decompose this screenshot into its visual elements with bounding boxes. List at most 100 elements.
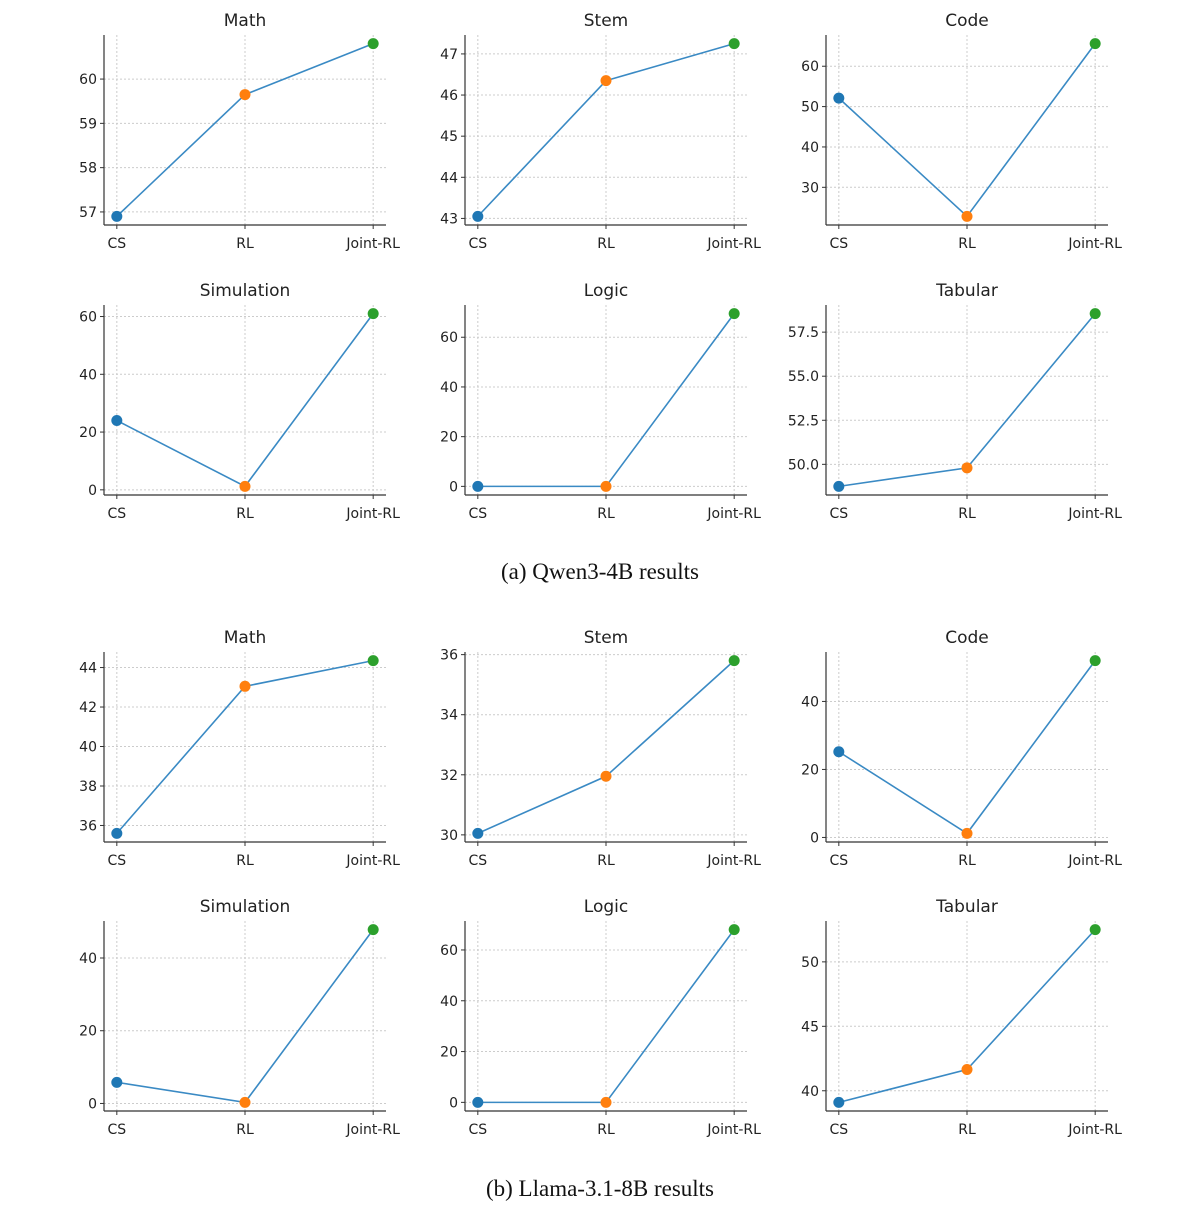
y-tick-label: 60 xyxy=(801,59,819,75)
data-point-rl xyxy=(239,680,251,692)
x-tick-label: Joint-RL xyxy=(706,236,761,252)
y-tick-label: 32 xyxy=(440,768,458,784)
y-tick-label: 52.5 xyxy=(788,413,819,429)
x-tick-label: RL xyxy=(597,853,615,869)
x-tick-label: RL xyxy=(597,1122,615,1138)
x-tick-label: RL xyxy=(236,506,254,522)
x-tick-label: Joint-RL xyxy=(1067,506,1122,522)
data-point-cs xyxy=(472,480,484,492)
data-point-rl xyxy=(600,770,612,782)
subplot-logic: Logic 0 20 40 60 CS RL Joint-RL xyxy=(440,281,761,522)
subplot-title: Math xyxy=(224,628,267,648)
y-tick-label: 38 xyxy=(79,779,97,795)
x-tick-label: RL xyxy=(597,506,615,522)
y-tick-label: 45 xyxy=(801,1019,819,1035)
y-tick-label: 55.0 xyxy=(788,369,819,385)
x-tick-label: RL xyxy=(958,506,976,522)
series-line xyxy=(477,313,735,488)
subplot-tabular: Tabular 50.0 52.5 55.0 57.5 CS RL Joint-RL xyxy=(788,281,1122,522)
y-tick-label: 36 xyxy=(440,648,458,664)
x-tick-label: CS xyxy=(829,853,848,869)
x-tick-label: RL xyxy=(236,1122,254,1138)
y-tick-label: 20 xyxy=(440,430,458,446)
x-tick-label: CS xyxy=(468,853,487,869)
subplot-simulation: Simulation 0 20 40 CS RL Joint-RL xyxy=(79,897,400,1138)
data-point-joint-rl xyxy=(1089,38,1101,50)
subplot-math: Math 36 38 40 42 44 CS RL Joint-RL xyxy=(79,628,400,869)
data-point-joint-rl xyxy=(367,655,379,667)
x-tick-label: Joint-RL xyxy=(706,506,761,522)
x-tick-label: RL xyxy=(236,853,254,869)
data-point-cs xyxy=(472,210,484,222)
data-point-rl xyxy=(961,827,973,839)
series-line xyxy=(838,313,1096,488)
x-tick-label: Joint-RL xyxy=(345,506,400,522)
series-line xyxy=(477,660,735,835)
x-tick-label: CS xyxy=(107,853,126,869)
data-point-cs xyxy=(111,827,123,839)
y-tick-label: 20 xyxy=(440,1045,458,1061)
y-tick-label: 43 xyxy=(440,211,458,227)
subplot-title: Tabular xyxy=(935,897,998,917)
x-tick-label: CS xyxy=(107,236,126,252)
series-line xyxy=(477,929,735,1104)
data-point-rl xyxy=(961,462,973,474)
data-point-cs xyxy=(472,1096,484,1108)
subplot-stem: Stem 30 32 34 36 CS RL Joint-RL xyxy=(440,628,761,869)
series-line xyxy=(477,42,735,217)
y-tick-label: 20 xyxy=(801,762,819,778)
x-tick-label: RL xyxy=(958,853,976,869)
y-tick-label: 0 xyxy=(449,1095,458,1111)
data-point-rl xyxy=(600,1096,612,1108)
subplot-title: Stem xyxy=(584,628,628,648)
x-tick-label: CS xyxy=(829,1122,848,1138)
x-tick-label: CS xyxy=(829,236,848,252)
data-point-cs xyxy=(833,92,845,104)
y-tick-label: 60 xyxy=(79,72,97,88)
data-point-joint-rl xyxy=(367,924,379,936)
data-point-joint-rl xyxy=(367,308,379,320)
subplot-title: Code xyxy=(945,628,989,648)
subplot-tabular: Tabular 40 45 50 CS RL Joint-RL xyxy=(801,897,1122,1138)
data-point-rl xyxy=(239,1096,251,1108)
y-tick-label: 40 xyxy=(801,140,819,156)
y-tick-label: 57 xyxy=(79,205,97,221)
y-tick-label: 0 xyxy=(449,479,458,495)
x-tick-label: CS xyxy=(107,506,126,522)
y-tick-label: 40 xyxy=(79,367,97,383)
y-tick-label: 0 xyxy=(810,830,819,846)
y-tick-label: 0 xyxy=(88,483,97,499)
y-tick-label: 59 xyxy=(79,116,97,132)
x-tick-label: Joint-RL xyxy=(345,1122,400,1138)
data-point-cs xyxy=(833,746,845,758)
x-tick-label: Joint-RL xyxy=(706,1122,761,1138)
y-tick-label: 60 xyxy=(79,310,97,326)
caption-qwen: (a) Qwen3-4B results xyxy=(501,559,699,584)
x-tick-label: RL xyxy=(958,236,976,252)
subplot-code: Code 30 40 50 60 CS RL Joint-RL xyxy=(801,11,1122,252)
y-tick-label: 40 xyxy=(801,1084,819,1100)
y-tick-label: 60 xyxy=(440,330,458,346)
data-point-cs xyxy=(111,1076,123,1088)
data-point-joint-rl xyxy=(1089,924,1101,936)
y-tick-label: 20 xyxy=(79,1024,97,1040)
data-point-joint-rl xyxy=(1089,308,1101,320)
data-point-rl xyxy=(961,210,973,222)
x-tick-label: CS xyxy=(829,506,848,522)
data-point-joint-rl xyxy=(728,655,740,667)
subplot-code: Code 0 20 40 CS RL Joint-RL xyxy=(801,628,1122,869)
data-point-cs xyxy=(472,827,484,839)
y-tick-label: 0 xyxy=(88,1096,97,1112)
subplot-simulation: Simulation 0 20 40 60 CS RL Joint-RL xyxy=(79,281,400,522)
data-point-joint-rl xyxy=(1089,655,1101,667)
x-tick-label: CS xyxy=(468,506,487,522)
subplot-title: Code xyxy=(945,11,989,31)
series-line xyxy=(838,929,1096,1104)
y-tick-label: 44 xyxy=(79,661,97,677)
y-tick-label: 30 xyxy=(440,828,458,844)
data-point-rl xyxy=(239,480,251,492)
caption-llama: (b) Llama-3.1-8B results xyxy=(486,1176,714,1201)
data-point-joint-rl xyxy=(367,38,379,50)
series-line xyxy=(838,43,1096,218)
